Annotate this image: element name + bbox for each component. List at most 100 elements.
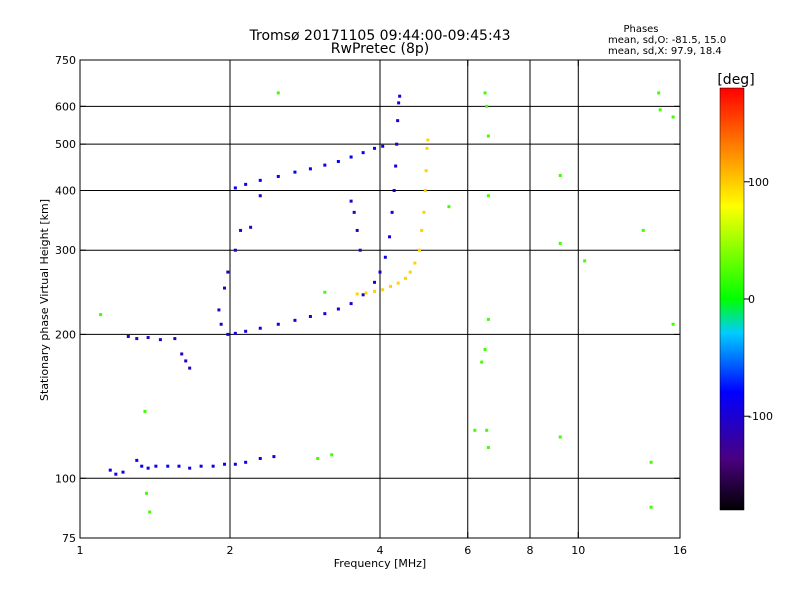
y-tick-label: 75 — [62, 532, 76, 545]
data-point — [188, 366, 192, 370]
data-point — [166, 464, 170, 468]
data-point — [135, 458, 139, 462]
data-point — [423, 188, 427, 192]
x-tick-label: 10 — [571, 544, 585, 557]
data-point — [349, 155, 353, 159]
data-point — [276, 322, 280, 326]
data-point — [330, 453, 334, 457]
data-point — [323, 290, 327, 294]
data-point — [358, 248, 362, 252]
data-point — [140, 464, 144, 468]
data-point — [276, 91, 280, 95]
data-point — [180, 352, 184, 356]
data-point — [420, 228, 424, 232]
data-point — [378, 270, 382, 274]
chart-subtitle: RwPretec (8p) — [331, 41, 429, 57]
x-axis-label: Frequency [MHz] — [334, 557, 426, 570]
data-point — [226, 270, 230, 274]
data-point — [121, 470, 125, 474]
data-point — [276, 174, 280, 178]
data-point — [373, 280, 377, 284]
data-point — [381, 288, 385, 292]
data-point — [417, 248, 421, 252]
colorbar-label: [deg] — [717, 72, 754, 88]
data-point — [323, 163, 327, 167]
data-point — [336, 159, 340, 163]
data-point — [486, 194, 490, 198]
data-point — [381, 144, 385, 148]
data-point — [143, 409, 147, 413]
y-tick-label: 500 — [55, 138, 76, 151]
x-tick-label: 6 — [464, 544, 471, 557]
data-point — [211, 464, 215, 468]
y-axis-ticks: 75 100 200 300 400 500 600 750 — [55, 54, 680, 545]
data-point — [258, 456, 262, 460]
data-point — [99, 313, 103, 317]
data-point — [233, 186, 237, 190]
data-point — [148, 510, 152, 514]
data-point — [390, 210, 394, 214]
data-point — [145, 491, 149, 495]
data-point — [126, 334, 130, 338]
data-point — [361, 293, 365, 297]
data-point — [272, 455, 276, 459]
data-point — [389, 284, 393, 288]
data-point — [308, 167, 312, 171]
data-point — [671, 115, 675, 119]
data-point — [135, 337, 139, 341]
data-point — [361, 151, 365, 155]
data-point — [244, 329, 248, 333]
data-point — [188, 466, 192, 470]
data-point — [396, 119, 400, 123]
data-point — [364, 291, 368, 295]
data-point — [316, 456, 320, 460]
data-point — [158, 338, 162, 342]
data-point — [671, 322, 675, 326]
gridlines — [80, 60, 680, 538]
data-point — [485, 428, 489, 432]
data-point — [154, 464, 158, 468]
data-point — [258, 326, 262, 330]
colorbar — [719, 87, 745, 511]
x-tick-label: 1 — [77, 544, 84, 557]
data-point — [483, 91, 487, 95]
data-point — [219, 322, 223, 326]
data-point — [223, 286, 227, 290]
data-point — [373, 289, 377, 293]
chart-title: Tromsø 20171105 09:44:00-09:45:43 — [249, 28, 511, 44]
data-point — [486, 134, 490, 138]
data-point — [558, 173, 562, 177]
data-point — [403, 276, 407, 280]
y-tick-label: 400 — [55, 184, 76, 197]
stats-o-line: mean, sd,O: -81.5, 15.0 — [608, 35, 726, 46]
y-tick-label: 750 — [55, 54, 76, 67]
data-point — [233, 462, 237, 466]
data-point — [308, 314, 312, 318]
data-point — [349, 199, 353, 203]
data-point — [486, 317, 490, 321]
data-point — [425, 146, 429, 150]
data-point — [233, 331, 237, 335]
x-tick-label: 8 — [527, 544, 534, 557]
data-point — [422, 210, 426, 214]
data-point — [293, 318, 297, 322]
data-point — [355, 292, 359, 296]
data-point — [293, 170, 297, 174]
data-point — [483, 347, 487, 351]
data-point — [217, 308, 221, 312]
data-point — [473, 428, 477, 432]
data-point — [146, 466, 150, 470]
y-tick-label: 100 — [55, 472, 76, 485]
data-point — [447, 205, 451, 209]
data-point — [424, 169, 428, 173]
data-points — [99, 91, 675, 514]
data-point — [184, 359, 188, 363]
data-point — [108, 468, 112, 472]
data-point — [397, 101, 401, 105]
data-point — [485, 104, 489, 108]
data-point — [239, 228, 243, 232]
data-point — [258, 194, 262, 198]
data-point — [352, 210, 356, 214]
data-point — [649, 505, 653, 509]
